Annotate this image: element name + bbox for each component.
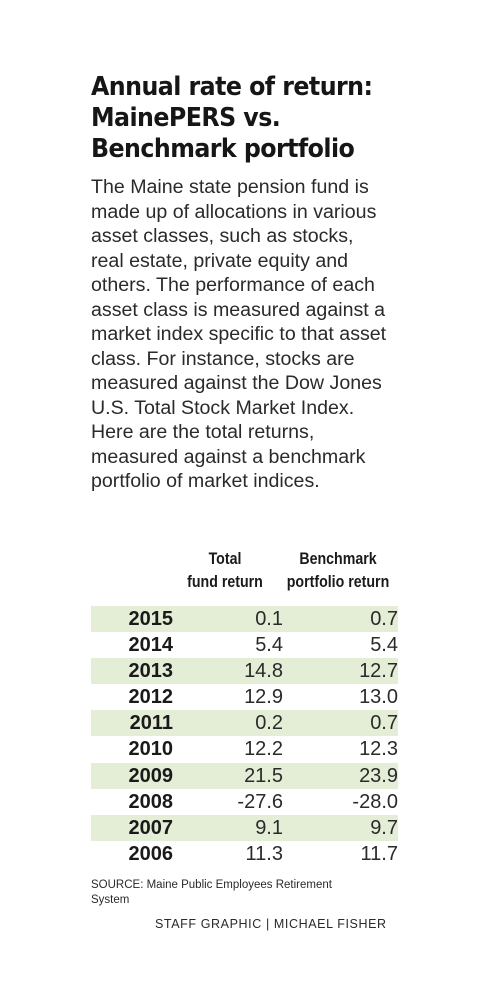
benchmark-return-cell: -28.0 xyxy=(352,790,398,813)
column-header-line: portfolio return xyxy=(286,573,390,591)
year-cell: 2011 xyxy=(129,712,173,735)
total-return-cell: 9.1 xyxy=(255,816,283,839)
intro-text: The Maine state pension fund is made up … xyxy=(91,176,387,492)
returns-table: Total fund return Benchmark portfolio re… xyxy=(91,548,398,867)
table-row: 2010 12.2 12.3 xyxy=(91,736,399,762)
benchmark-return-cell: 12.3 xyxy=(359,738,398,761)
staff-credit: STAFF GRAPHIC | MICHAEL FISHER xyxy=(155,917,387,931)
benchmark-return-cell: 9.7 xyxy=(370,816,398,839)
title-line-3: Benchmark portfolio xyxy=(91,134,355,164)
total-return-cell: 14.8 xyxy=(244,660,283,683)
year-cell: 2009 xyxy=(128,764,174,787)
year-cell: 2012 xyxy=(128,686,174,709)
year-cell: 2015 xyxy=(128,608,174,630)
graphic: Annual rate of return: MainePERS vs. Ben… xyxy=(91,0,411,931)
table-row: 2013 14.8 12.7 xyxy=(91,658,398,685)
benchmark-return-cell: 0.7 xyxy=(370,608,398,630)
benchmark-return-cell: 13.0 xyxy=(359,686,398,709)
total-return-cell: 11.3 xyxy=(245,842,283,865)
year-cell: 2013 xyxy=(128,660,174,683)
column-header-benchmark-return: Benchmark portfolio return xyxy=(285,548,392,594)
total-return-cell: -27.6 xyxy=(237,790,283,813)
table-row: 2011 0.2 0.7 xyxy=(91,710,398,737)
table-row: 2006 11.3 11.7 xyxy=(91,841,399,867)
benchmark-return-cell: 23.9 xyxy=(359,764,398,787)
total-return-cell: 21.5 xyxy=(244,764,283,787)
total-return-cell: 5.4 xyxy=(255,634,283,657)
table-row: 2012 12.9 13.0 xyxy=(91,684,399,710)
column-header-line: Total xyxy=(208,550,242,568)
total-return-cell: 0.2 xyxy=(255,712,283,735)
total-return-cell: 12.2 xyxy=(244,738,283,761)
table-row: 2015 0.1 0.7 xyxy=(91,606,398,633)
title-line-2: MainePERS vs. xyxy=(91,103,281,133)
table-body: 2015 0.1 0.7 2014 5.4 5.4 2013 14.8 12.7 2012 12.9… xyxy=(91,606,398,867)
title-line-1: Annual rate of return: xyxy=(91,72,373,102)
total-return-cell: 12.9 xyxy=(244,686,283,709)
column-header-line: fund return xyxy=(187,573,263,591)
total-return-cell: 0.1 xyxy=(255,608,283,630)
benchmark-return-cell: 0.7 xyxy=(370,712,398,735)
source-note: SOURCE: Maine Public Employees Retiremen… xyxy=(91,879,332,906)
benchmark-return-cell: 11.7 xyxy=(360,842,398,865)
benchmark-return-cell: 12.7 xyxy=(359,660,398,683)
table-row: 2007 9.1 9.7 xyxy=(91,814,398,841)
table-header: Total fund return Benchmark portfolio re… xyxy=(91,548,398,606)
chart-title: Annual rate of return: MainePERS vs. Ben… xyxy=(91,72,407,165)
table-row: 2008 -27.6 -28.0 xyxy=(91,789,399,815)
table-row: 2009 21.5 23.9 xyxy=(91,762,398,789)
year-cell: 2010 xyxy=(128,738,174,761)
year-cell: 2007 xyxy=(128,816,174,839)
column-header-total-fund-return: Total fund return xyxy=(182,548,268,594)
column-header-line: Benchmark xyxy=(299,550,377,568)
benchmark-return-cell: 5.4 xyxy=(370,634,398,657)
year-cell: 2008 xyxy=(128,790,174,813)
table-row: 2014 5.4 5.4 xyxy=(91,632,399,658)
year-cell: 2006 xyxy=(128,842,174,865)
year-cell: 2014 xyxy=(128,634,174,657)
